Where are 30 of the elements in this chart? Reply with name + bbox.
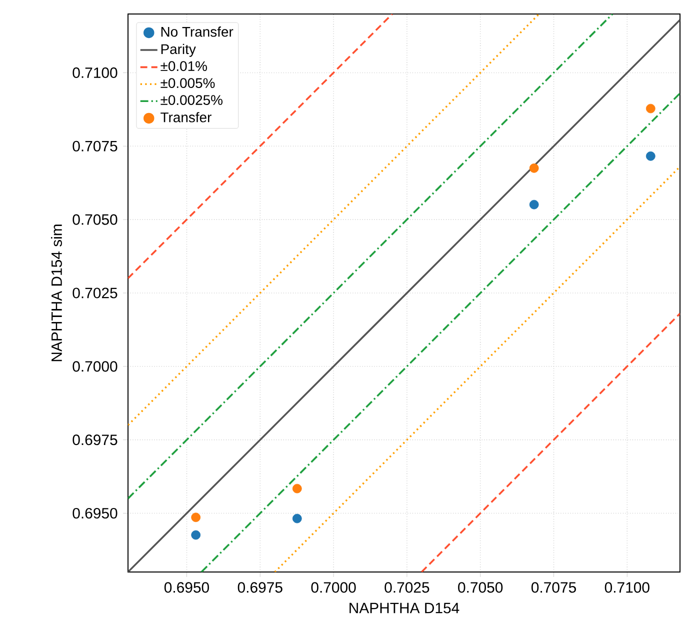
legend-label: ±0.01% — [160, 61, 207, 72]
x-tick-label: 0.6950 — [164, 582, 209, 593]
legend-label: ±0.005% — [160, 78, 215, 88]
x-tick-label: 0.7100 — [604, 582, 650, 593]
y-tick-label: 0.7000 — [72, 361, 118, 372]
point — [646, 104, 656, 114]
point — [529, 200, 539, 210]
point — [646, 151, 656, 161]
point — [529, 163, 539, 173]
point — [292, 484, 302, 494]
x-tick-label: 0.7050 — [458, 582, 503, 593]
legend-label: Parity — [161, 44, 196, 57]
y-tick-label: 0.7025 — [72, 288, 118, 298]
y-tick-label: 0.6975 — [72, 434, 118, 446]
x-tick-label: 0.7025 — [384, 582, 430, 593]
y-tick-label: 0.7100 — [72, 67, 118, 78]
point — [191, 530, 201, 540]
x-tick-label: 0.7075 — [531, 582, 576, 593]
y-tick-label: 0.6950 — [72, 508, 118, 519]
y-tick-label: 0.7050 — [72, 214, 118, 225]
point — [292, 514, 302, 524]
legend-label: Transfer — [160, 112, 212, 122]
x-tick-label: 0.6975 — [238, 582, 282, 593]
x-tick-label: 0.7000 — [311, 582, 356, 593]
legend-label: No Transfer — [161, 26, 234, 37]
point — [191, 512, 201, 522]
y-axis-title: NAPHTHA D154 sim — [51, 224, 62, 362]
x-axis-title: NAPHTHA D154 — [350, 602, 460, 614]
y-tick-label: 0.7075 — [72, 140, 118, 152]
legend-label: ±0.0025% — [160, 95, 222, 105]
